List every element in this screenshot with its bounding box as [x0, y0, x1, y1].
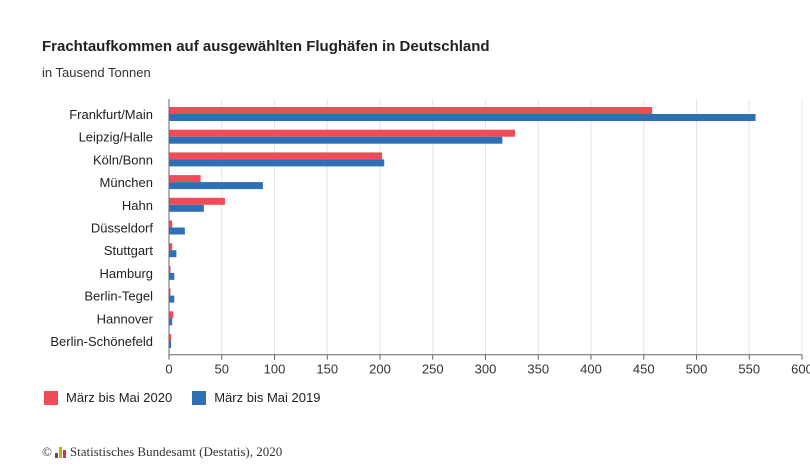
bar-2019: [169, 272, 175, 280]
x-tick-label: 100: [264, 362, 286, 377]
legend-label-2019: März bis Mai 2019: [214, 390, 321, 405]
x-tick-label: 250: [422, 362, 444, 377]
bar-2019: [169, 341, 172, 348]
chart-subtitle: in Tausend Tonnen: [42, 65, 151, 80]
category-label: München: [100, 175, 153, 190]
x-tick-label: 50: [215, 362, 229, 377]
bar-chart: 0 50 100 150 200 250 300 350 400 450 500 550 600 Fran…: [50, 99, 810, 377]
bar-2019: [169, 159, 385, 167]
category-label: Düsseldorf: [91, 221, 154, 236]
bar-2019: [169, 227, 185, 235]
bar-2019: [169, 114, 756, 121]
x-tick-label: 300: [475, 362, 497, 377]
bar-2020: [169, 152, 383, 160]
bar-2019: [169, 295, 175, 303]
chart-title: Frachtaufkommen auf ausgewählten Flughäf…: [42, 38, 490, 55]
category-label: Hamburg: [100, 266, 153, 281]
x-tick-label: 500: [686, 362, 708, 377]
legend-swatch-2019: [192, 390, 207, 405]
x-tick-label: 0: [165, 362, 172, 377]
category-label: Berlin-Tegel: [84, 289, 153, 304]
category-label: Leipzig/Halle: [79, 130, 153, 145]
bar-2020: [169, 175, 201, 183]
bar-2020: [169, 334, 172, 341]
source-footer: © Statistisches Bundesamt (Destatis), 20…: [42, 444, 282, 460]
bar-2020: [169, 197, 225, 205]
category-label: Hahn: [122, 198, 153, 213]
destatis-logo-icon: [54, 446, 67, 458]
x-tick-label: 450: [633, 362, 655, 377]
x-tick-label: 150: [316, 362, 338, 377]
x-tick-label: 200: [369, 362, 391, 377]
category-label: Berlin-Schönefeld: [50, 334, 153, 349]
legend-label-2020: März bis Mai 2020: [66, 390, 173, 405]
x-tick-label: 400: [580, 362, 602, 377]
bar-2020: [169, 107, 653, 114]
bar-2020: [169, 243, 173, 251]
bar-2019: [169, 250, 177, 258]
bar-2020: [169, 288, 171, 296]
legend-swatch-2020: [44, 390, 58, 405]
bar-2020: [169, 220, 173, 228]
source-text: Statistisches Bundesamt (Destatis), 2020: [69, 444, 283, 459]
bar-2019: [169, 204, 204, 212]
x-tick-label: 550: [738, 362, 760, 377]
x-tick-label: 600: [791, 362, 810, 377]
bar-2020: [169, 129, 516, 137]
copyright-symbol: ©: [42, 444, 52, 459]
bar-2020: [169, 265, 171, 273]
bar-2019: [169, 318, 173, 326]
legend: März bis Mai 2020 März bis Mai 2019: [44, 390, 340, 405]
category-label: Hannover: [97, 311, 154, 326]
category-label: Stuttgart: [104, 243, 154, 258]
bar-2020: [169, 311, 174, 319]
bar-2019: [169, 136, 503, 144]
x-tick-label: 350: [527, 362, 549, 377]
bar-2019: [169, 182, 263, 190]
legend-item-2020[interactable]: März bis Mai 2020: [44, 390, 172, 405]
category-label: Frankfurt/Main: [69, 107, 153, 122]
category-label: Köln/Bonn: [93, 152, 153, 167]
legend-item-2019[interactable]: März bis Mai 2019: [192, 390, 320, 405]
